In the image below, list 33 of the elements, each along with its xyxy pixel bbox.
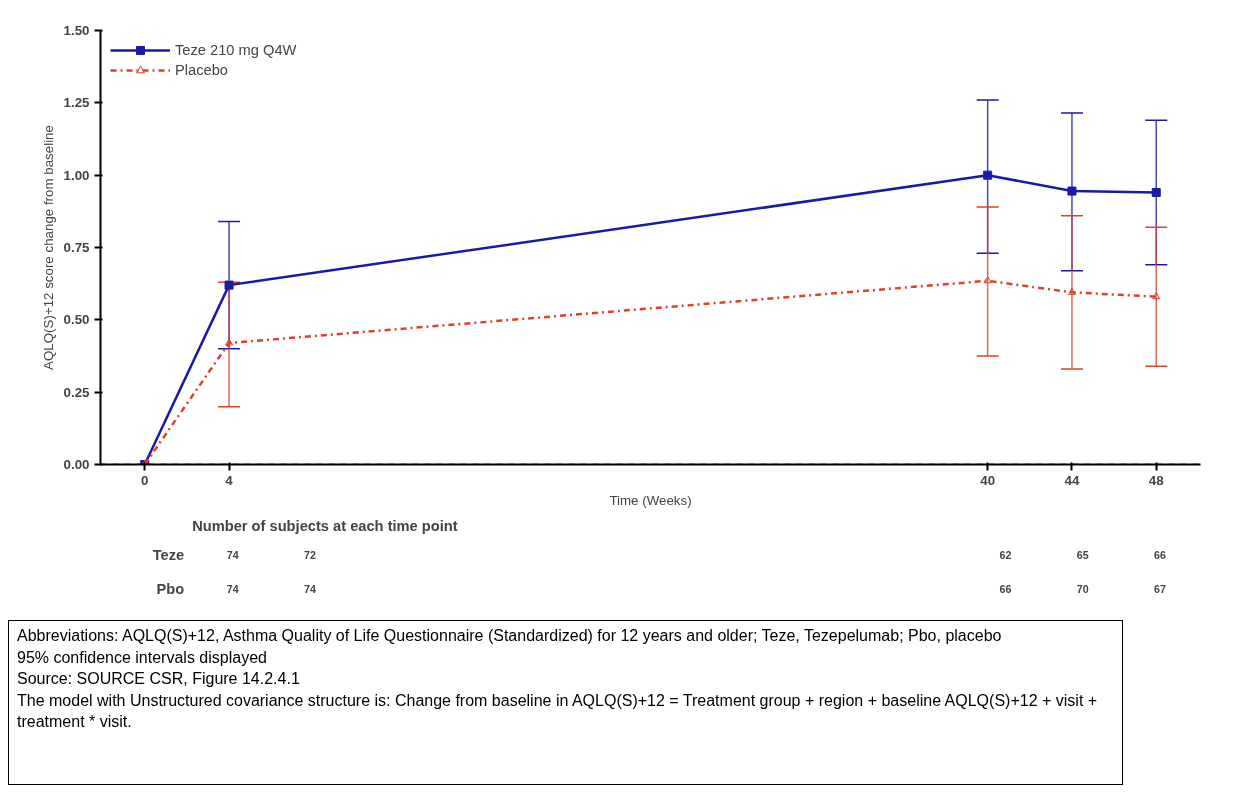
y-tick-label: 0.75 bbox=[63, 240, 91, 255]
text: 74 bbox=[226, 583, 239, 596]
source-note: Source: SOURCE CSR, Figure 14.2.4.1 bbox=[17, 669, 301, 690]
text: 70 bbox=[1076, 583, 1089, 596]
legend-label: Placebo bbox=[175, 62, 228, 78]
text: 62 bbox=[999, 549, 1012, 562]
text: 74 bbox=[304, 583, 316, 596]
y-tick-label: 0.50 bbox=[63, 312, 90, 328]
x-tick-label: 0 bbox=[141, 472, 149, 488]
y-tick-label: 1.00 bbox=[63, 167, 90, 183]
text: The model with Unstructured covariance structure is: Change from baseline in AQLQ(S)+12 = Treatment group + region + baseline AQLQ(S)+12 + visit + treatment * visit. bbox=[17, 690, 1099, 733]
y-tick-label: 0.25 bbox=[63, 384, 91, 400]
text: 65 bbox=[1076, 549, 1089, 562]
text: 66 bbox=[999, 583, 1012, 596]
x-tick-label: 40 bbox=[980, 472, 996, 488]
text: Number of subjects at each time point bbox=[192, 518, 458, 535]
text: Pbo bbox=[156, 581, 185, 598]
text: Teze bbox=[152, 547, 185, 564]
y-tick-label: 1.25 bbox=[63, 95, 91, 111]
text: 67 bbox=[1154, 583, 1166, 596]
text: 66 bbox=[1154, 549, 1166, 562]
y-tick-label: 0.00 bbox=[63, 457, 90, 472]
text: 74 bbox=[226, 549, 239, 562]
text: 72 bbox=[304, 549, 316, 562]
x-tick-label: 44 bbox=[1064, 472, 1080, 488]
text: Abbreviations: AQLQ(S)+12, Asthma Quality of Life Questionnaire (Standardized) for 12 years and older; Teze, Tezepelumab; Pbo, placebo bbox=[17, 626, 1003, 646]
y-tick-label: 1.50 bbox=[63, 23, 90, 38]
x-tick-label: 48 bbox=[1148, 472, 1164, 488]
x-axis-title: Time (Weeks) bbox=[609, 492, 692, 508]
text: 95% confidence intervals displayed bbox=[17, 647, 268, 668]
y-axis-title: AQLQ(S)+12 score change from baseline bbox=[40, 125, 56, 370]
legend-label: Teze 210 mg Q4W bbox=[175, 42, 297, 58]
x-tick-label: 4 bbox=[225, 472, 234, 488]
